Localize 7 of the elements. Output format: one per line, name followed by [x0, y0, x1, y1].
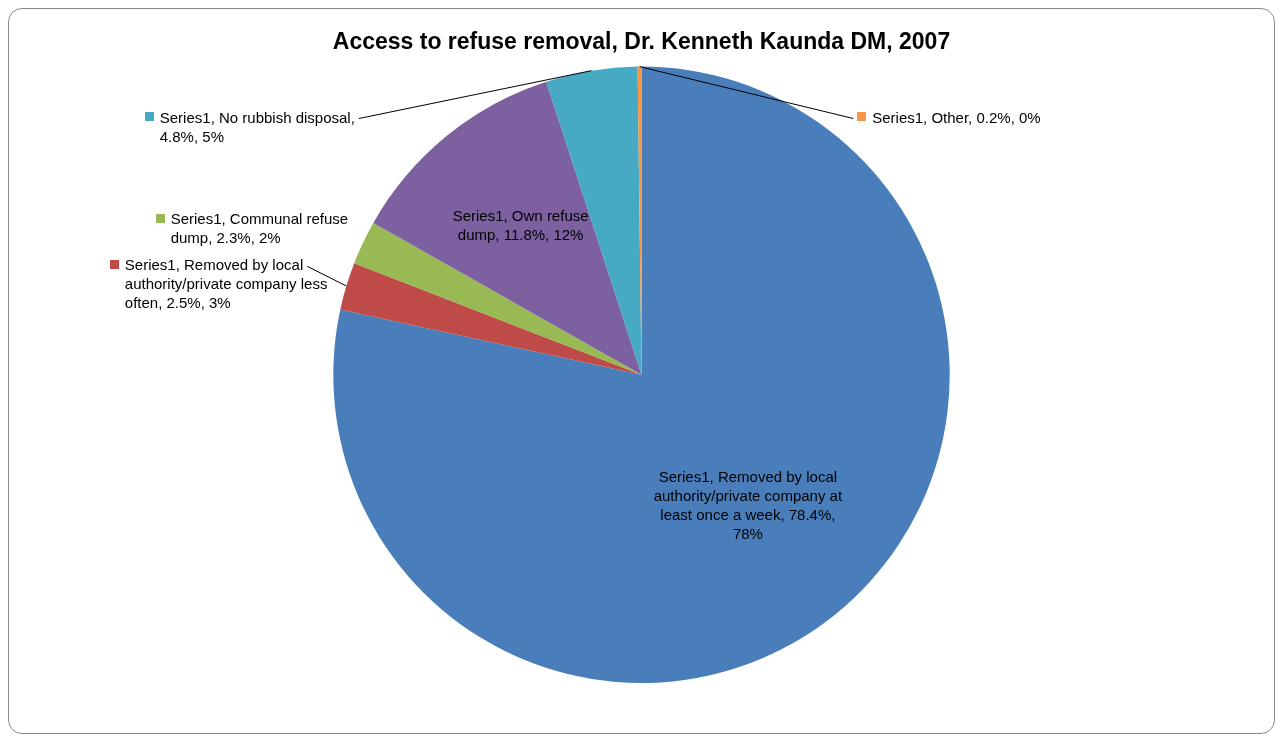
- legend-label: Series1, Removed by local authority/private company less often, 2.5%, 3%: [124, 256, 328, 312]
- chart-title: Access to refuse removal, Dr. Kenneth Kaunda DM, 2007: [332, 28, 951, 55]
- slice-label: Series1, Removed by local authority/private company at least once a week, 78.4%, 78%: [653, 468, 843, 543]
- slice-label: Series1, Own refuse dump, 11.8%, 12%: [452, 207, 589, 244]
- legend-label: Series1, No rubbish disposal, 4.8%, 5%: [159, 108, 355, 145]
- legend-label: Series1, Other, 0.2%, 0%: [872, 108, 1041, 126]
- legend-label: Series1, Communal refuse dump, 2.3%, 2%: [170, 210, 349, 247]
